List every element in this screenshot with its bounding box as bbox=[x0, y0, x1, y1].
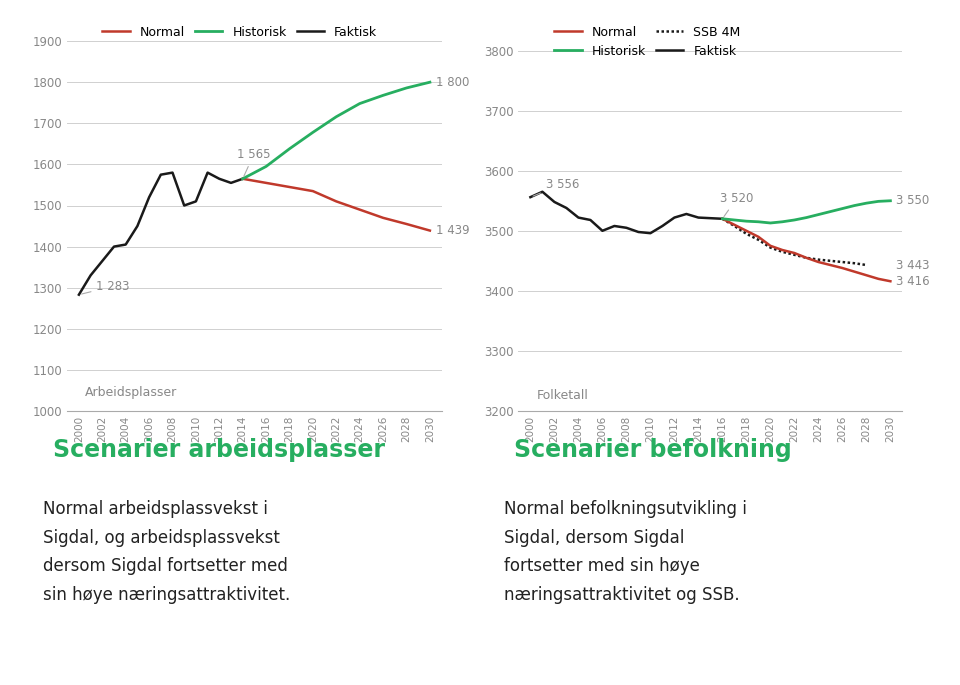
Text: Normal arbeidsplassvekst i
Sigdal, og arbeidsplassvekst
dersom Sigdal fortsetter: Normal arbeidsplassvekst i Sigdal, og ar… bbox=[43, 500, 291, 603]
Text: Scenarier befolkning: Scenarier befolkning bbox=[514, 438, 791, 462]
Text: Scenarier arbeidsplasser: Scenarier arbeidsplasser bbox=[53, 438, 385, 462]
Text: 1 283: 1 283 bbox=[82, 279, 130, 294]
Legend: Normal, Historisk, SSB 4M, Faktisk: Normal, Historisk, SSB 4M, Faktisk bbox=[549, 21, 746, 63]
Text: 3 443: 3 443 bbox=[897, 258, 930, 271]
Text: 1 565: 1 565 bbox=[237, 148, 271, 176]
Text: 1 800: 1 800 bbox=[436, 76, 469, 88]
Text: Normal befolkningsutvikling i
Sigdal, dersom Sigdal
fortsetter med sin høye
næri: Normal befolkningsutvikling i Sigdal, de… bbox=[504, 500, 747, 603]
Legend: Normal, Historisk, Faktisk: Normal, Historisk, Faktisk bbox=[97, 21, 382, 44]
Text: Arbeidsplasser: Arbeidsplasser bbox=[84, 386, 177, 399]
Text: Folketall: Folketall bbox=[537, 389, 588, 402]
Text: 3 416: 3 416 bbox=[897, 275, 930, 288]
Text: 3 550: 3 550 bbox=[897, 195, 929, 208]
Text: 3 520: 3 520 bbox=[720, 192, 754, 216]
Text: 3 556: 3 556 bbox=[533, 177, 580, 196]
Text: 1 439: 1 439 bbox=[436, 224, 469, 237]
